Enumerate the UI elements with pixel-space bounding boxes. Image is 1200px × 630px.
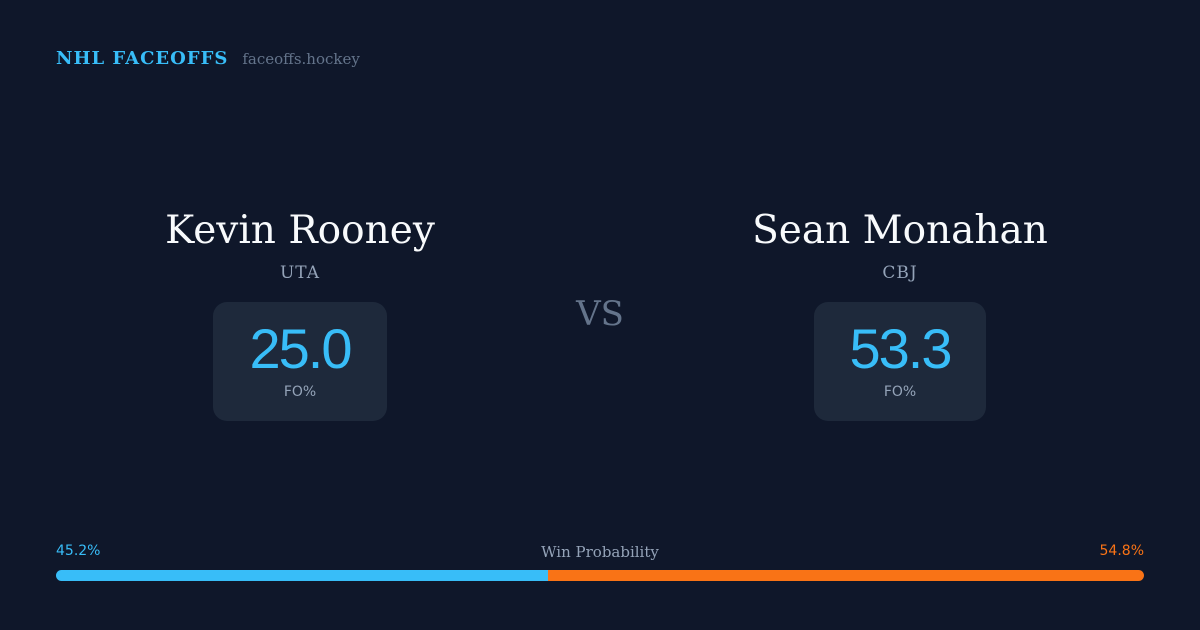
vs-label: VS bbox=[560, 294, 640, 334]
brand-site: faceoffs.hockey bbox=[242, 50, 359, 68]
player-right-name: Sean Monahan bbox=[670, 205, 1130, 257]
win-probability-fill-left bbox=[56, 570, 548, 581]
player-left-stat-card: 25.0 FO% bbox=[213, 302, 387, 421]
win-probability-label: Win Probability bbox=[56, 543, 1144, 561]
player-left-team: UTA bbox=[70, 263, 530, 283]
player-right: Sean Monahan CBJ bbox=[670, 205, 1130, 283]
brand-header: NHL FACEOFFS faceoffs.hockey bbox=[56, 48, 360, 69]
player-left-fo-label: FO% bbox=[213, 384, 387, 400]
player-right-stat-card: 53.3 FO% bbox=[814, 302, 986, 421]
player-right-fo-value: 53.3 bbox=[814, 318, 986, 380]
player-right-team: CBJ bbox=[670, 263, 1130, 283]
player-left-name: Kevin Rooney bbox=[70, 205, 530, 257]
win-probability-header: 45.2% Win Probability 54.8% bbox=[56, 543, 1144, 563]
win-probability-fill-right bbox=[548, 570, 1144, 581]
brand-title: NHL FACEOFFS bbox=[56, 48, 228, 69]
win-probability-right: 54.8% bbox=[1100, 543, 1144, 559]
player-left: Kevin Rooney UTA bbox=[70, 205, 530, 283]
player-left-fo-value: 25.0 bbox=[213, 318, 387, 380]
player-right-fo-label: FO% bbox=[814, 384, 986, 400]
win-probability-bar bbox=[56, 570, 1144, 581]
